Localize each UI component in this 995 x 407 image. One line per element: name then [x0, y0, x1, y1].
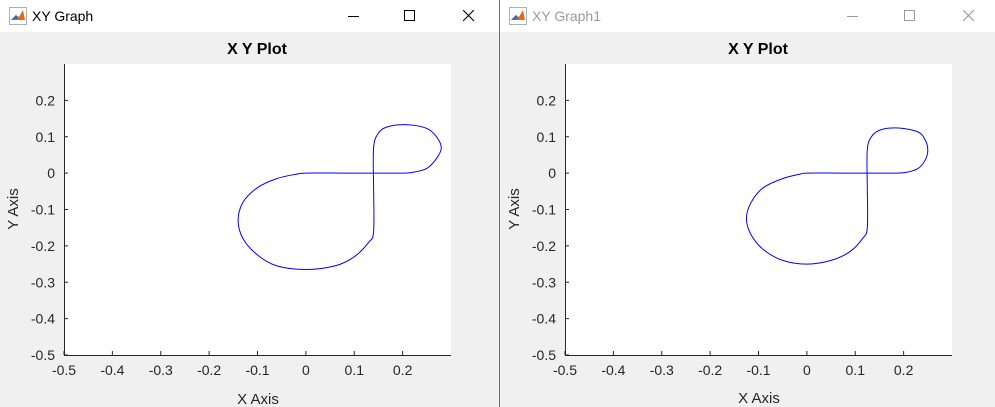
close-icon — [463, 10, 475, 22]
x-tick-label: -0.3 — [149, 362, 173, 378]
y-tick-label: 0.2 — [36, 92, 56, 108]
x-ticks: -0.5 -0.4 -0.3 -0.2 -0.1 0 0.1 0.2 — [52, 351, 413, 378]
close-button[interactable] — [946, 0, 992, 32]
minimize-icon — [847, 16, 858, 17]
y-ticks: -0.5 -0.4 -0.3 -0.2 -0.1 0 0.1 0.2 — [532, 92, 569, 363]
y-tick-label: -0.1 — [31, 202, 55, 218]
x-tick-label: -0.3 — [650, 362, 674, 378]
xy-plot: X Y Plot -0.5 -0.4 -0.3 -0.2 -0.1 0 0.1 0.2 -0.… — [5, 41, 451, 407]
data-line — [237, 124, 442, 271]
y-tick-label: 0.1 — [36, 129, 56, 145]
x-tick-label: 0.1 — [345, 362, 365, 378]
close-button[interactable] — [446, 0, 492, 32]
maximize-icon — [904, 10, 915, 21]
x-axis-label: X Axis — [738, 390, 780, 407]
window-title: XY Graph1 — [532, 8, 602, 24]
minimize-button[interactable] — [331, 0, 377, 32]
y-axis-label: Y Axis — [506, 188, 523, 229]
y-tick-label: -0.5 — [31, 347, 55, 363]
minimize-icon — [348, 16, 359, 17]
x-tick-label: 0 — [803, 362, 811, 378]
x-ticks: -0.5 -0.4 -0.3 -0.2 -0.1 0 0.1 0.2 — [553, 351, 914, 378]
axes-area — [565, 64, 952, 355]
matlab-logo-icon — [9, 7, 27, 25]
y-tick-label: 0 — [548, 165, 556, 181]
x-tick-label: -0.5 — [52, 362, 76, 378]
close-icon — [963, 10, 975, 22]
x-axis-label: X Axis — [237, 391, 279, 407]
window-title: XY Graph — [32, 8, 94, 24]
y-tick-label: -0.1 — [532, 202, 556, 218]
maximize-icon — [404, 10, 415, 21]
x-tick-label: -0.1 — [746, 362, 770, 378]
x-tick-label: -0.2 — [698, 362, 722, 378]
x-tick-label: 0 — [302, 362, 310, 378]
x-tick-label: 0.1 — [846, 362, 866, 378]
y-tick-label: -0.3 — [31, 274, 55, 290]
maximize-button[interactable] — [887, 0, 933, 32]
plot-title: X Y Plot — [227, 41, 288, 58]
xy-graph-window: XY Graph X Y Plot -0.5 -0.4 -0.3 -0.2 -0.1 0 0… — [0, 0, 499, 407]
y-tick-label: -0.2 — [532, 238, 556, 254]
x-tick-label: 0.2 — [894, 362, 914, 378]
title-bar[interactable]: XY Graph — [0, 0, 499, 32]
y-tick-label: -0.4 — [31, 311, 55, 327]
x-tick-label: -0.4 — [601, 362, 625, 378]
y-tick-label: 0.2 — [537, 92, 557, 108]
y-tick-label: -0.3 — [532, 274, 556, 290]
matlab-logo-icon — [509, 7, 527, 25]
window-divider — [499, 0, 500, 407]
y-tick-label: -0.5 — [532, 347, 556, 363]
data-line — [745, 127, 929, 265]
y-tick-label: -0.4 — [532, 311, 556, 327]
xy-plot: X Y Plot -0.5 -0.4 -0.3 -0.2 -0.1 0 0.1 0.2 -0.… — [506, 41, 952, 407]
plot-title: X Y Plot — [728, 41, 789, 58]
y-ticks: -0.5 -0.4 -0.3 -0.2 -0.1 0 0.1 0.2 — [31, 92, 68, 363]
y-axis-label: Y Axis — [5, 188, 22, 229]
maximize-button[interactable] — [387, 0, 433, 32]
y-tick-label: -0.2 — [31, 238, 55, 254]
x-tick-label: 0.2 — [393, 362, 413, 378]
x-tick-label: -0.1 — [245, 362, 269, 378]
y-tick-label: 0.1 — [537, 129, 557, 145]
title-bar[interactable]: XY Graph1 — [500, 0, 995, 32]
y-tick-label: 0 — [47, 165, 55, 181]
x-tick-label: -0.2 — [197, 362, 221, 378]
xy-graph1-window: XY Graph1 X Y Plot -0.5 -0.4 -0.3 -0.2 -0.1 0… — [500, 0, 995, 407]
x-tick-label: -0.5 — [553, 362, 577, 378]
x-tick-label: -0.4 — [100, 362, 124, 378]
minimize-button[interactable] — [830, 0, 876, 32]
axes-area — [64, 64, 451, 355]
